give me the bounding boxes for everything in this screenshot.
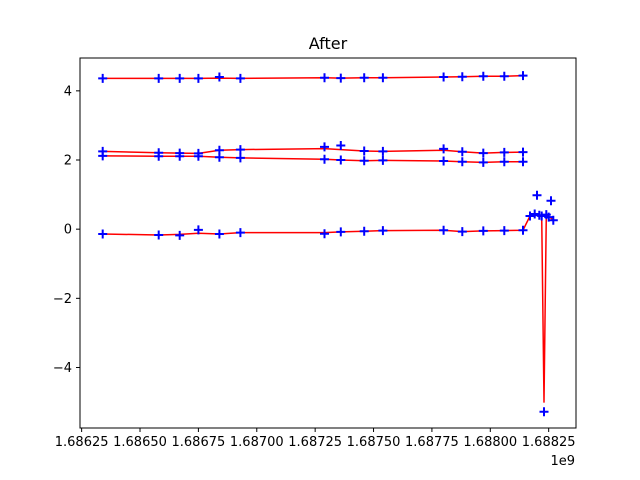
data-point-marker <box>359 73 369 83</box>
data-point-marker <box>214 229 224 239</box>
plot-frame <box>79 57 577 429</box>
x-tick-label: 1.68750 <box>347 435 401 450</box>
data-point-marker <box>193 73 203 83</box>
data-point-marker <box>544 212 554 222</box>
data-point-marker <box>235 73 245 83</box>
y-tick-label: −2 <box>53 292 72 307</box>
data-point-marker <box>193 225 203 235</box>
data-point-marker <box>499 157 509 167</box>
data-point-marker <box>439 156 449 166</box>
data-point-marker <box>518 147 528 157</box>
data-point-marker <box>378 73 388 83</box>
x-tick-label: 1.68625 <box>55 435 109 450</box>
x-tick-label: 1.68775 <box>405 435 459 450</box>
data-point-marker <box>320 154 329 164</box>
data-point-marker <box>457 227 467 237</box>
data-point-marker <box>546 196 556 206</box>
data-point-marker <box>359 146 369 156</box>
data-point-marker <box>378 155 388 165</box>
y-tick-label: 0 <box>64 223 72 238</box>
plot-data <box>98 71 558 417</box>
data-point-marker <box>439 72 449 82</box>
data-point-marker <box>320 229 329 239</box>
data-point-marker <box>235 228 245 238</box>
data-point-marker <box>359 156 369 166</box>
data-point-marker <box>439 225 449 235</box>
data-point-marker <box>193 151 203 161</box>
data-point-marker <box>98 73 108 83</box>
data-point-marker <box>98 151 108 161</box>
x-tick-label: 1.68675 <box>172 435 226 450</box>
y-tick-label: 2 <box>64 154 72 169</box>
data-point-marker <box>235 153 245 163</box>
data-point-marker <box>457 147 467 157</box>
data-point-marker <box>378 226 388 236</box>
data-point-marker <box>478 148 488 158</box>
x-tick-label: 1.68700 <box>230 435 284 450</box>
data-point-marker <box>499 71 509 81</box>
y-tick-label: −4 <box>53 361 72 376</box>
data-point-marker <box>235 145 245 155</box>
data-point-marker <box>154 73 164 83</box>
x-tick-label: 1.68650 <box>113 435 167 450</box>
x-axis-offset-label: 1e9 <box>550 454 575 469</box>
data-point-marker <box>548 215 558 225</box>
data-point-marker <box>154 230 164 240</box>
data-point-marker <box>175 73 185 83</box>
data-point-marker <box>478 226 488 236</box>
x-tick-label: 1.68825 <box>522 435 576 450</box>
data-point-marker <box>518 225 528 235</box>
data-point-marker <box>175 230 185 240</box>
data-point-marker <box>336 227 346 237</box>
data-point-marker <box>336 141 346 150</box>
data-point-marker <box>539 407 549 417</box>
data-point-marker <box>439 144 449 154</box>
data-point-marker <box>478 71 488 81</box>
x-tick-label: 1.68725 <box>288 435 342 450</box>
data-point-marker <box>214 72 224 82</box>
data-point-marker <box>175 151 185 161</box>
data-point-marker <box>537 211 547 221</box>
axis-ticks: 1.68625 1.68650 1.68675 1.68700 1.68725 1.687… <box>53 84 576 450</box>
data-point-marker <box>98 229 108 239</box>
data-point-marker <box>359 226 369 236</box>
data-point-marker <box>518 157 528 167</box>
data-point-marker <box>336 155 346 165</box>
data-point-marker <box>530 209 540 219</box>
data-point-marker <box>525 211 535 221</box>
chart-title: After <box>309 34 348 53</box>
y-tick-label: 4 <box>64 84 72 99</box>
data-point-marker <box>378 146 388 156</box>
data-point-marker <box>518 71 528 81</box>
data-point-marker <box>499 226 509 236</box>
data-point-marker <box>457 157 467 167</box>
data-point-marker <box>478 157 488 167</box>
data-point-marker <box>532 190 542 200</box>
x-tick-label: 1.68800 <box>463 435 517 450</box>
data-point-marker <box>336 73 346 83</box>
data-point-marker <box>499 147 509 157</box>
data-point-marker <box>214 152 224 162</box>
data-point-marker <box>320 142 329 152</box>
data-point-marker <box>154 151 164 161</box>
data-point-marker <box>320 73 329 83</box>
data-point-marker <box>457 72 467 82</box>
